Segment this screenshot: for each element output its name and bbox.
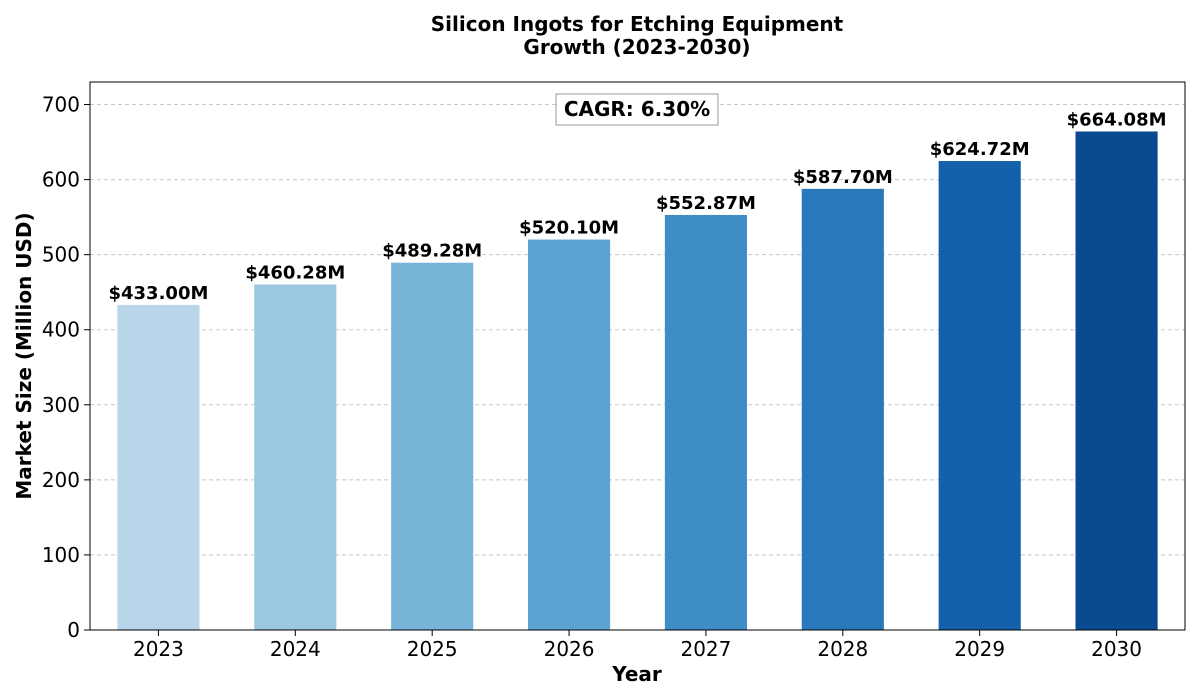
x-tick-label-2027: 2027 xyxy=(680,637,731,661)
bar-2028 xyxy=(801,188,884,631)
y-tick-label: 0 xyxy=(67,618,80,642)
x-axis-label: Year xyxy=(611,662,662,686)
data-label-2027: $552.87M xyxy=(656,193,756,214)
chart-title-line-1: Silicon Ingots for Etching Equipment xyxy=(431,12,844,36)
x-tick-label-2024: 2024 xyxy=(270,637,321,661)
data-label-2030: $664.08M xyxy=(1067,109,1167,130)
data-label-2024: $460.28M xyxy=(245,262,345,283)
bar-2026 xyxy=(528,239,611,630)
x-tick-label-2029: 2029 xyxy=(954,637,1005,661)
y-tick-label: 600 xyxy=(42,168,80,192)
plot-frame xyxy=(89,81,1186,631)
x-tick-label-2025: 2025 xyxy=(407,637,458,661)
y-tick-label: 400 xyxy=(42,318,80,342)
x-tick-label-2023: 2023 xyxy=(133,637,184,661)
chart-title-line-2: Growth (2023-2030) xyxy=(523,35,750,59)
x-tick-label-2028: 2028 xyxy=(817,637,868,661)
y-tick-label: 100 xyxy=(42,543,80,567)
cagr-box xyxy=(555,93,719,126)
x-axis-ticks: 2023 2024 2025 2026 2027 2028 2029 2030 xyxy=(133,630,1142,661)
y-tick-label: 500 xyxy=(42,243,80,267)
data-label-2029: $624.72M xyxy=(930,139,1030,160)
cagr-label: CAGR: 6.30% xyxy=(564,97,710,121)
x-tick-label-2026: 2026 xyxy=(544,637,595,661)
data-label-2026: $520.10M xyxy=(519,218,619,239)
y-tick-label: 200 xyxy=(42,468,80,492)
bar-2023 xyxy=(117,304,200,630)
x-tick-label-2030: 2030 xyxy=(1091,637,1142,661)
bar-2030 xyxy=(1075,131,1158,630)
bar-2027 xyxy=(664,214,747,631)
bar-2024 xyxy=(254,284,337,630)
bars xyxy=(117,131,1158,631)
cagr-annotation: CAGR: 6.30% xyxy=(555,93,719,126)
data-label-2023: $433.00M xyxy=(108,283,208,304)
y-axis-label: Market Size (Million USD) xyxy=(12,212,36,499)
bar-2029 xyxy=(938,161,1021,630)
y-axis-ticks: 0 100 200 300 400 500 600 700 xyxy=(42,93,90,642)
data-label-2025: $489.28M xyxy=(382,241,482,262)
data-label-2028: $587.70M xyxy=(793,167,893,188)
bar-labels: $433.00M $460.28M $489.28M $520.10M $552.87M… xyxy=(108,109,1166,303)
bar-2025 xyxy=(391,262,474,630)
y-tick-label: 700 xyxy=(42,93,80,117)
y-tick-label: 300 xyxy=(42,393,80,417)
